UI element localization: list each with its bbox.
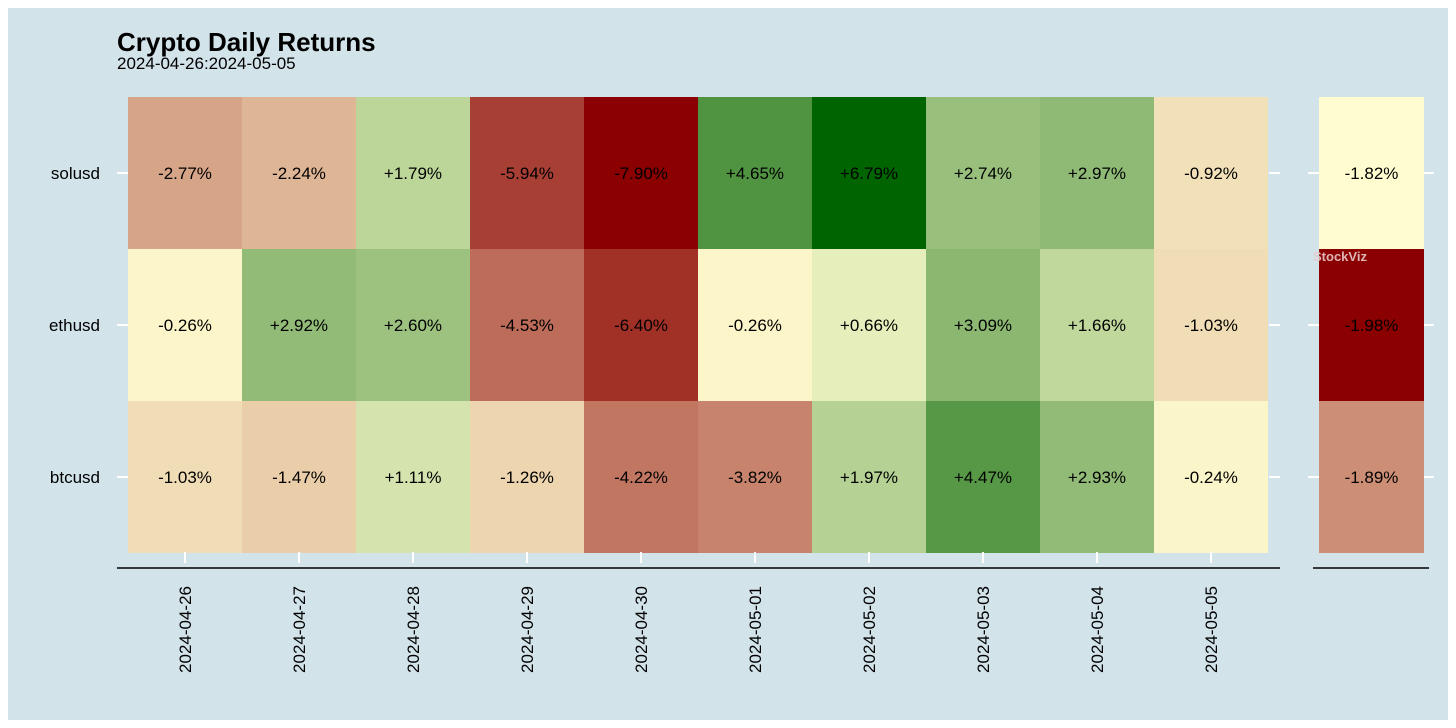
- heatmap-cell: [356, 97, 470, 249]
- chart-subtitle: 2024-04-26:2024-05-05: [117, 54, 296, 73]
- x-tick-label: 2024-04-28: [404, 586, 423, 673]
- average-cell: [1319, 401, 1424, 553]
- average-cell: [1319, 97, 1424, 249]
- heatmap-cell: [584, 97, 698, 249]
- cell-value-label: -6.40%: [614, 316, 668, 335]
- heatmap-cell: [128, 249, 242, 401]
- heatmap-cell: [1040, 401, 1154, 553]
- average-value-label: -1.98%: [1345, 316, 1399, 335]
- heatmap-cell: [356, 249, 470, 401]
- heatmap-cell: [1040, 249, 1154, 401]
- cell-value-label: -7.90%: [614, 164, 668, 183]
- cell-value-label: +4.65%: [726, 164, 784, 183]
- cell-value-label: +1.79%: [384, 164, 442, 183]
- watermark-logo: StockViz: [1313, 249, 1367, 264]
- cell-value-label: -0.26%: [728, 316, 782, 335]
- cell-value-label: +1.11%: [385, 468, 442, 487]
- x-tick-label: 2024-04-26: [176, 586, 195, 673]
- average-value-label: -1.89%: [1345, 468, 1399, 487]
- heatmap-cell: [1040, 97, 1154, 249]
- cell-value-label: +4.47%: [954, 468, 1012, 487]
- heatmap-cell: [926, 97, 1040, 249]
- cell-value-label: +2.97%: [1068, 164, 1126, 183]
- x-tick-label: 2024-05-05: [1202, 586, 1221, 673]
- x-tick-label: 2024-05-01: [746, 586, 765, 673]
- heatmap-cell: [812, 97, 926, 249]
- heatmap-cell: [926, 401, 1040, 553]
- heatmap-cell: [584, 401, 698, 553]
- cell-value-label: -1.26%: [500, 468, 554, 487]
- heatmap-cell: [698, 97, 812, 249]
- heatmap-cell: [698, 249, 812, 401]
- y-tick-label: ethusd: [49, 316, 100, 335]
- x-tick-label: 2024-04-30: [632, 586, 651, 673]
- cell-value-label: +2.60%: [384, 316, 442, 335]
- x-tick-label: 2024-05-02: [860, 586, 879, 673]
- heatmap-cell: [926, 249, 1040, 401]
- heatmap-cell: [470, 401, 584, 553]
- cell-value-label: +2.74%: [954, 164, 1012, 183]
- average-cell: [1319, 249, 1424, 401]
- heatmap-cell: [812, 401, 926, 553]
- cell-value-label: +2.92%: [270, 316, 328, 335]
- heatmap-cell: [1154, 97, 1268, 249]
- average-value-label: -1.82%: [1345, 164, 1399, 183]
- cell-value-label: -0.24%: [1184, 468, 1238, 487]
- heatmap-cell: [356, 401, 470, 553]
- heatmap-cell: [470, 97, 584, 249]
- cell-value-label: -5.94%: [500, 164, 554, 183]
- x-tick-label: 2024-04-27: [290, 586, 309, 673]
- heatmap-cell: [128, 401, 242, 553]
- heatmap-cell: [242, 249, 356, 401]
- heatmap-cell: [128, 97, 242, 249]
- cell-value-label: -1.03%: [158, 468, 212, 487]
- heatmap-cell: [698, 401, 812, 553]
- heatmap-cell: [242, 97, 356, 249]
- x-tick-label: 2024-05-04: [1088, 586, 1107, 673]
- heatmap-cell: [1154, 249, 1268, 401]
- cell-value-label: +3.09%: [954, 316, 1012, 335]
- heatmap-cell: [812, 249, 926, 401]
- cell-value-label: +6.79%: [840, 164, 898, 183]
- cell-value-label: -0.26%: [158, 316, 212, 335]
- cell-value-label: -2.24%: [272, 164, 326, 183]
- cell-value-label: -2.77%: [158, 164, 212, 183]
- y-tick-label: btcusd: [50, 468, 100, 487]
- cell-value-label: +2.93%: [1068, 468, 1126, 487]
- cell-value-label: +1.97%: [840, 468, 898, 487]
- x-tick-label: 2024-04-29: [518, 586, 537, 673]
- heatmap-cell: [242, 401, 356, 553]
- y-tick-label: solusd: [51, 164, 100, 183]
- heatmap-cell: [584, 249, 698, 401]
- cell-value-label: -1.03%: [1184, 316, 1238, 335]
- cell-value-label: -0.92%: [1184, 164, 1238, 183]
- cell-value-label: -4.22%: [614, 468, 668, 487]
- chart-title: Crypto Daily Returns: [117, 27, 376, 57]
- heatmap-cell: [1154, 401, 1268, 553]
- cell-value-label: +1.66%: [1068, 316, 1126, 335]
- cell-value-label: -4.53%: [500, 316, 554, 335]
- x-tick-label: 2024-05-03: [974, 586, 993, 673]
- heatmap-cell: [470, 249, 584, 401]
- cell-value-label: -3.82%: [728, 468, 782, 487]
- cell-value-label: -1.47%: [272, 468, 326, 487]
- cell-value-label: +0.66%: [840, 316, 898, 335]
